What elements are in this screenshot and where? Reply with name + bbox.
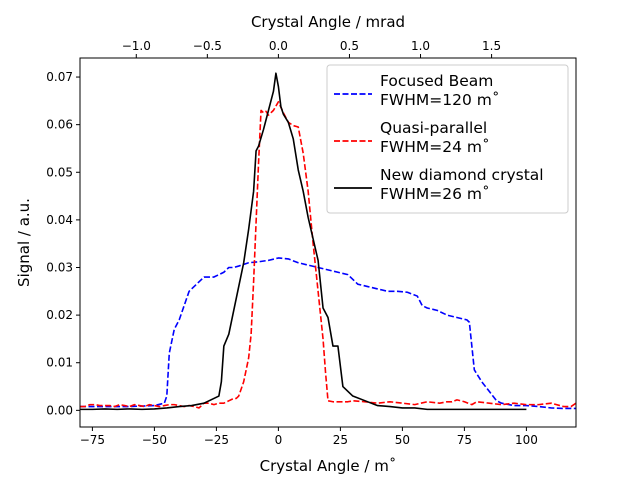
legend-label-2: Quasi-parallel xyxy=(380,119,487,137)
series-line-2 xyxy=(80,101,576,409)
x-tick-label: 25 xyxy=(333,433,348,447)
y-tick-label: 0.07 xyxy=(46,70,73,84)
legend-box xyxy=(326,64,569,214)
y-tick-label: 0.01 xyxy=(46,356,73,370)
x-tick-label: −25 xyxy=(204,433,229,447)
y-tick-label: 0.06 xyxy=(46,118,73,132)
legend-label-3: New diamond crystal xyxy=(380,166,544,184)
legend-label-1: Focused Beam xyxy=(380,72,493,90)
top-x-axis-title: Crystal Angle / mrad xyxy=(251,13,405,31)
top-x-tick-label: 1.5 xyxy=(482,39,501,53)
top-x-axis: −1.0 −0.5 0.0 0.5 1.0 1.5 xyxy=(122,39,501,58)
x-tick-label: −75 xyxy=(80,433,105,447)
top-x-tick-label: −1.0 xyxy=(122,39,151,53)
y-tick-label: 0.03 xyxy=(46,260,73,274)
plot-frame xyxy=(79,57,577,428)
legend-fwhm-3: FWHM=26 m˚ xyxy=(380,185,490,203)
y-tick-label: 0.02 xyxy=(46,308,73,322)
y-axis-title: Signal / a.u. xyxy=(15,198,33,287)
x-tick-label: 100 xyxy=(515,433,538,447)
top-x-tick-label: 1.0 xyxy=(411,39,430,53)
y-tick-label: 0.04 xyxy=(46,213,73,227)
bottom-x-axis: −75 −50 −25 0 25 50 75 100 xyxy=(80,427,538,447)
x-tick-label: 75 xyxy=(457,433,472,447)
legend-fwhm-1: FWHM=120 m˚ xyxy=(380,91,500,109)
y-tick-label: 0.05 xyxy=(46,165,73,179)
x-tick-label: 0 xyxy=(275,433,283,447)
legend-fwhm-2: FWHM=24 m˚ xyxy=(380,138,490,156)
top-x-tick-label: 0.0 xyxy=(269,39,288,53)
top-x-tick-label: −0.5 xyxy=(193,39,222,53)
y-axis: 0.00 0.01 0.02 0.03 0.04 0.05 0.06 0.07 xyxy=(46,70,80,417)
x-tick-label: −50 xyxy=(142,433,167,447)
y-tick-label: 0.00 xyxy=(46,403,73,417)
series-layer xyxy=(80,72,576,411)
series-line-3 xyxy=(80,72,527,411)
x-axis-title: Crystal Angle / m˚ xyxy=(260,457,397,475)
x-tick-label: 50 xyxy=(395,433,410,447)
top-x-tick-label: 0.5 xyxy=(340,39,359,53)
